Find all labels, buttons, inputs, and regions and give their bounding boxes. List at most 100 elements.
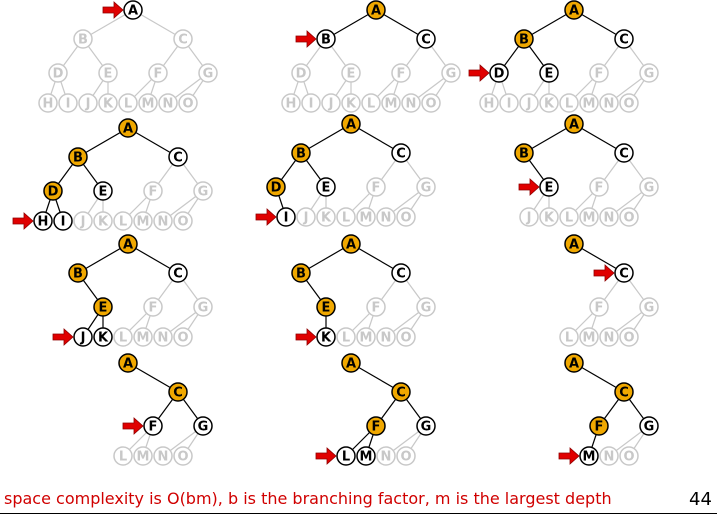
tree-panel-7: A B C E F G J K L M N O <box>52 234 213 347</box>
node-o <box>396 207 416 227</box>
node-g <box>193 181 213 201</box>
node-n <box>599 446 619 466</box>
tree-panel-10: A C F G L M N O <box>113 353 213 466</box>
node-l <box>113 446 133 466</box>
node-label-m: M <box>360 211 373 226</box>
node-i <box>499 93 519 113</box>
node-label-l: L <box>342 211 350 226</box>
node-o <box>396 327 416 347</box>
node-n <box>599 93 619 113</box>
node-label-g: G <box>644 420 655 435</box>
node-label-i: I <box>309 97 314 112</box>
node-j <box>73 327 93 347</box>
node-label-m: M <box>583 97 596 112</box>
node-label-c: C <box>619 33 629 48</box>
node-label-k: K <box>346 97 357 112</box>
caption-text: space complexity is O(bm), b is the bran… <box>4 489 612 508</box>
node-label-f: F <box>595 67 604 82</box>
node-g <box>416 177 436 197</box>
node-o <box>173 327 193 347</box>
node-label-g: G <box>198 185 209 200</box>
node-a <box>341 114 361 134</box>
node-label-a: A <box>123 238 133 253</box>
node-label-j: J <box>303 211 309 226</box>
node-label-b: B <box>78 33 88 48</box>
node-label-i: I <box>61 215 66 230</box>
node-h <box>281 93 301 113</box>
node-label-f: F <box>154 67 163 82</box>
node-f <box>143 297 163 317</box>
node-m <box>356 446 376 466</box>
node-label-c: C <box>173 151 183 166</box>
node-m <box>356 327 376 347</box>
node-label-l: L <box>119 450 127 465</box>
node-label-l: L <box>342 450 350 465</box>
node-g <box>193 297 213 317</box>
node-b <box>316 29 336 49</box>
node-label-k: K <box>321 211 332 226</box>
node-n <box>599 327 619 347</box>
node-label-a: A <box>371 4 381 19</box>
node-label-g: G <box>421 420 432 435</box>
node-d <box>489 63 509 83</box>
node-d <box>43 181 63 201</box>
node-f <box>589 177 609 197</box>
node-c <box>168 263 188 283</box>
node-a <box>341 353 361 373</box>
node-label-o: O <box>425 97 436 112</box>
node-c <box>416 29 436 49</box>
node-label-l: L <box>367 97 375 112</box>
node-g <box>639 177 659 197</box>
node-label-n: N <box>158 450 169 465</box>
node-label-b: B <box>519 33 529 48</box>
node-c <box>173 29 193 49</box>
node-n <box>153 327 173 347</box>
pointer-arrow-icon <box>12 212 34 230</box>
node-label-o: O <box>400 450 411 465</box>
node-n <box>599 207 619 227</box>
node-n <box>153 211 173 231</box>
node-n <box>153 446 173 466</box>
node-i <box>301 93 321 113</box>
node-label-n: N <box>158 215 169 230</box>
node-l <box>336 207 356 227</box>
node-label-e: E <box>99 301 108 316</box>
node-f <box>366 177 386 197</box>
node-label-m: M <box>137 331 150 346</box>
node-label-d: D <box>296 67 307 82</box>
node-label-j: J <box>526 97 532 112</box>
node-o <box>619 207 639 227</box>
node-label-h: H <box>484 97 495 112</box>
node-f <box>589 63 609 83</box>
node-j <box>78 93 98 113</box>
node-k <box>341 93 361 113</box>
node-n <box>376 327 396 347</box>
node-label-m: M <box>360 331 373 346</box>
node-label-k: K <box>103 97 114 112</box>
node-label-a: A <box>123 122 133 137</box>
node-o <box>619 327 639 347</box>
node-l <box>336 446 356 466</box>
node-label-g: G <box>446 67 457 82</box>
tree-panel-9: A C F G L M N O <box>559 234 659 347</box>
node-label-e: E <box>104 67 113 82</box>
node-o <box>396 446 416 466</box>
node-a <box>564 353 584 373</box>
node-label-i: I <box>66 97 71 112</box>
node-a <box>118 118 138 138</box>
node-label-d: D <box>48 185 59 200</box>
node-label-n: N <box>158 331 169 346</box>
node-c <box>614 382 634 402</box>
node-f <box>366 297 386 317</box>
node-label-f: F <box>372 181 381 196</box>
node-g <box>416 416 436 436</box>
node-label-g: G <box>644 301 655 316</box>
node-m <box>579 446 599 466</box>
node-g <box>639 416 659 436</box>
node-label-a: A <box>569 238 579 253</box>
node-label-g: G <box>198 301 209 316</box>
node-f <box>143 181 163 201</box>
node-n <box>401 93 421 113</box>
node-label-n: N <box>604 331 615 346</box>
node-label-j: J <box>328 97 334 112</box>
